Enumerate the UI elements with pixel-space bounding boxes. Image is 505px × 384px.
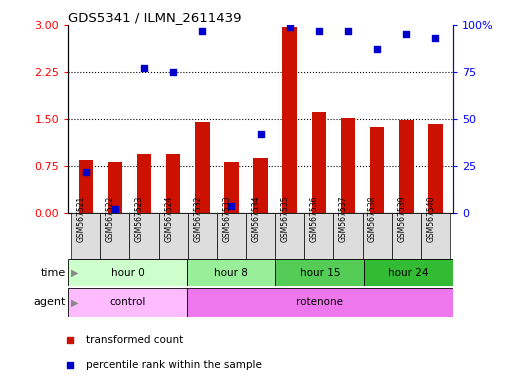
Bar [129, 213, 158, 259]
Point [227, 202, 235, 209]
Bar [136, 154, 151, 213]
Text: transformed count: transformed count [86, 335, 183, 345]
Text: GSM567533: GSM567533 [222, 195, 231, 242]
Text: agent: agent [33, 297, 66, 308]
Text: GSM567524: GSM567524 [164, 195, 173, 242]
Bar [427, 124, 442, 213]
Bar [186, 259, 275, 286]
Text: hour 0: hour 0 [111, 268, 144, 278]
Text: hour 8: hour 8 [214, 268, 247, 278]
Bar [420, 213, 449, 259]
Bar [253, 158, 267, 213]
Bar [217, 213, 245, 259]
Point [343, 28, 351, 34]
Bar [71, 213, 100, 259]
Point [430, 35, 438, 41]
Text: GSM567537: GSM567537 [338, 195, 347, 242]
Text: GSM567536: GSM567536 [309, 195, 318, 242]
Bar [333, 213, 362, 259]
Text: hour 15: hour 15 [299, 268, 339, 278]
Bar [224, 162, 238, 213]
Bar [78, 160, 93, 213]
Text: GSM567521: GSM567521 [77, 195, 86, 242]
Text: GSM567534: GSM567534 [251, 195, 260, 242]
Bar [362, 213, 391, 259]
Text: rotenone: rotenone [295, 297, 342, 308]
Point [372, 46, 380, 53]
Bar [166, 154, 180, 213]
Bar [158, 213, 187, 259]
Point [82, 169, 90, 175]
Text: percentile rank within the sample: percentile rank within the sample [86, 360, 261, 370]
Text: ▶: ▶ [71, 268, 78, 278]
Text: GSM567540: GSM567540 [426, 195, 434, 242]
Bar [340, 118, 355, 213]
Text: GSM567523: GSM567523 [135, 195, 144, 242]
Point [140, 65, 148, 71]
Bar [245, 213, 275, 259]
Bar [275, 259, 364, 286]
Bar [68, 259, 186, 286]
Bar [398, 120, 413, 213]
Bar [369, 127, 384, 213]
Point [111, 206, 119, 212]
Bar [186, 288, 452, 317]
Point [359, 244, 367, 250]
Bar [304, 213, 333, 259]
Bar [282, 27, 296, 213]
Text: GSM567535: GSM567535 [280, 195, 289, 242]
Text: GSM567538: GSM567538 [368, 195, 376, 242]
Text: ▶: ▶ [71, 297, 78, 308]
Bar [275, 213, 304, 259]
Text: GSM567532: GSM567532 [193, 195, 202, 242]
Text: control: control [109, 297, 145, 308]
Bar [364, 259, 452, 286]
Bar [68, 288, 186, 317]
Text: GSM567539: GSM567539 [396, 195, 406, 242]
Bar [108, 162, 122, 213]
Point [285, 24, 293, 30]
Bar [187, 213, 217, 259]
Bar [311, 111, 326, 213]
Point [359, 17, 367, 23]
Text: time: time [40, 268, 66, 278]
Point [198, 28, 206, 34]
Bar [194, 122, 209, 213]
Point [401, 31, 410, 38]
Text: GSM567522: GSM567522 [106, 195, 115, 242]
Point [314, 28, 322, 34]
Point [169, 69, 177, 75]
Text: hour 24: hour 24 [387, 268, 428, 278]
Bar [391, 213, 420, 259]
Point [256, 131, 264, 137]
Text: GDS5341 / ILMN_2611439: GDS5341 / ILMN_2611439 [68, 11, 241, 24]
Bar [100, 213, 129, 259]
